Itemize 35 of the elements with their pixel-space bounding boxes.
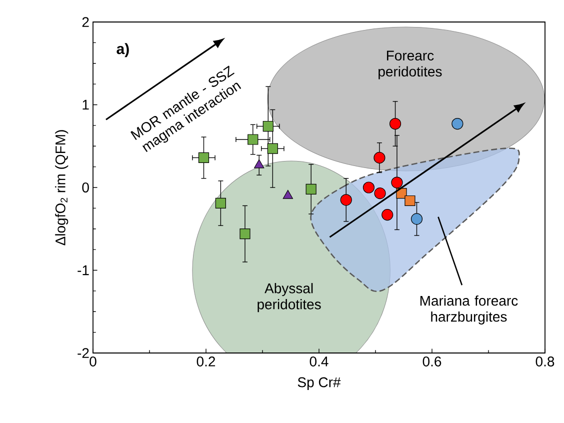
annotation: Forearc peridotites (378, 50, 442, 80)
point (389, 118, 402, 130)
point (374, 152, 386, 164)
point (215, 198, 226, 209)
y-tick-label: 0 (82, 182, 89, 192)
y-tick-label: 2 (82, 17, 89, 27)
point (382, 209, 394, 221)
annotation: Mariana forearc harzburgites (420, 295, 518, 324)
y-tick-label: 1 (82, 100, 89, 110)
point (340, 194, 352, 206)
point (267, 143, 278, 154)
point (391, 176, 403, 188)
point (452, 118, 464, 130)
x-tick-label: 0.2 (196, 356, 216, 366)
point (306, 184, 316, 194)
x-tick-label: 0.8 (536, 356, 554, 366)
point (404, 195, 416, 206)
x-tick-label: 0 (90, 356, 96, 366)
point (410, 213, 423, 225)
annotation: Abyssal peridotites (258, 283, 321, 312)
point (240, 228, 250, 240)
x-axis-title: Sp Cr# (298, 377, 341, 390)
point (248, 134, 258, 145)
point (262, 120, 274, 132)
point (198, 152, 210, 164)
point (374, 187, 386, 200)
point (282, 190, 293, 199)
y-tick-label: -1 (78, 265, 89, 276)
y-tick-label: -2 (78, 348, 89, 358)
y-axis-title: ΔlogfO$_{2}$ rim (QFM) (55, 130, 68, 246)
point (254, 159, 264, 168)
x-tick-label: 0.6 (422, 356, 442, 366)
annotation: a) (116, 43, 129, 58)
point (362, 182, 375, 194)
x-tick-label: 0.4 (310, 356, 328, 366)
